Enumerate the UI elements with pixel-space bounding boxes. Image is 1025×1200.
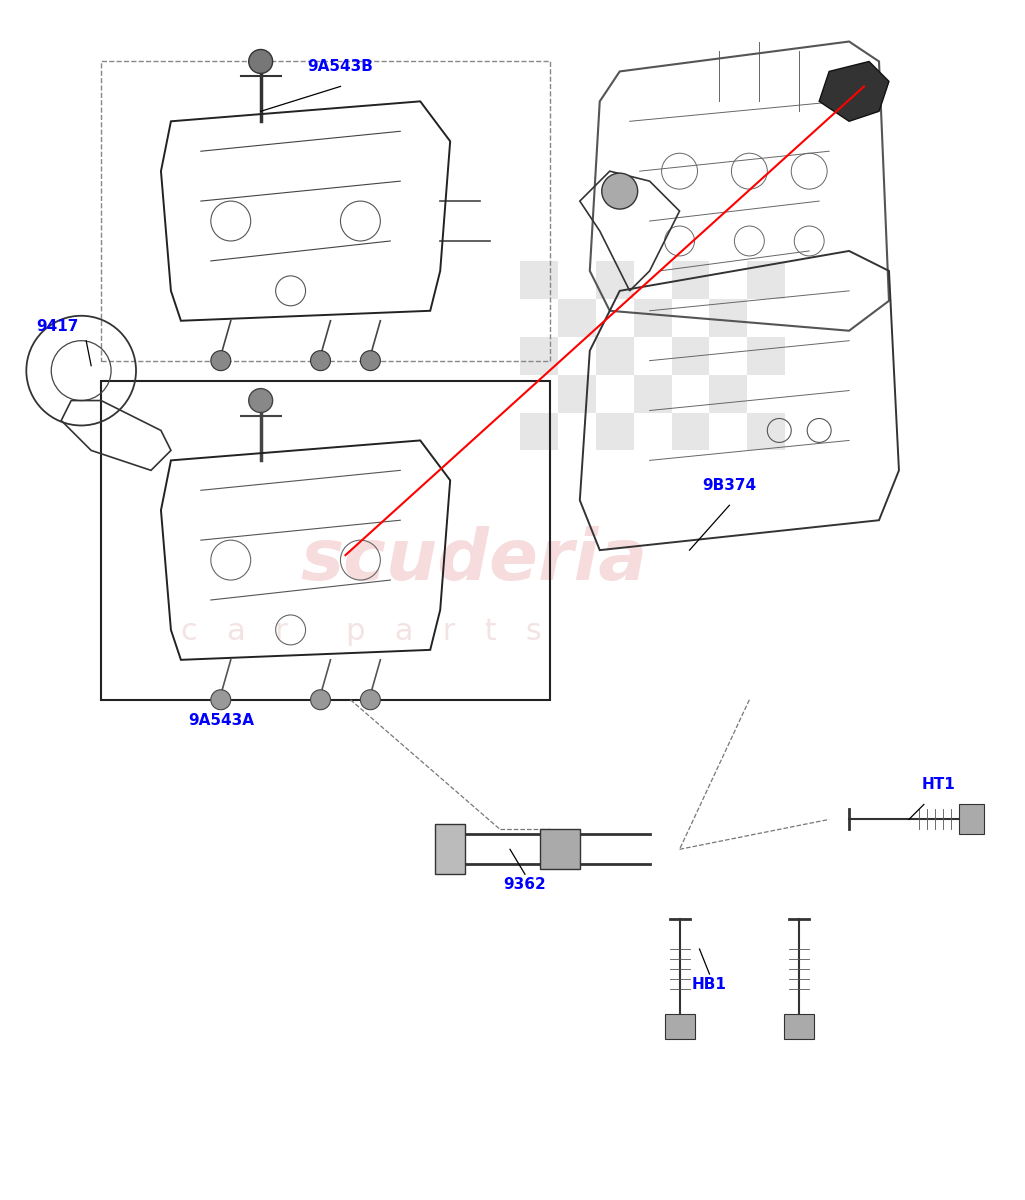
Bar [596,413,633,450]
Bar [671,413,709,450]
Text: 9A543B: 9A543B [308,60,373,74]
Bar [671,337,709,374]
Bar [558,299,596,337]
Circle shape [361,690,380,709]
Bar [664,1014,695,1039]
Bar [633,299,671,337]
Circle shape [311,690,330,709]
Bar [671,260,709,299]
Bar [784,1014,814,1039]
Bar [101,380,549,700]
Bar [520,260,558,299]
Bar [747,260,785,299]
Bar [709,374,747,413]
Circle shape [249,389,273,413]
Text: HT1: HT1 [921,778,955,792]
Bar [709,299,747,337]
Text: c   a   r      p   a   r   t   s: c a r p a r t s [180,617,541,646]
Bar [101,61,549,361]
Text: HB1: HB1 [692,977,727,992]
Bar [520,413,558,450]
Bar [558,374,596,413]
Circle shape [602,173,638,209]
Circle shape [211,690,231,709]
Bar [540,829,580,869]
Polygon shape [819,61,889,121]
Bar [747,413,785,450]
Text: 9362: 9362 [503,877,546,893]
Bar [436,824,465,875]
Bar [520,337,558,374]
Text: 9A543A: 9A543A [188,713,254,727]
Text: 9B374: 9B374 [702,479,756,493]
Circle shape [311,350,330,371]
Circle shape [361,350,380,371]
Bar [596,337,633,374]
Circle shape [249,49,273,73]
Text: scuderia: scuderia [300,526,648,595]
Bar [633,374,671,413]
Bar [596,260,633,299]
Text: 9417: 9417 [36,319,79,334]
Circle shape [211,350,231,371]
Bar [958,804,984,834]
Bar [747,337,785,374]
